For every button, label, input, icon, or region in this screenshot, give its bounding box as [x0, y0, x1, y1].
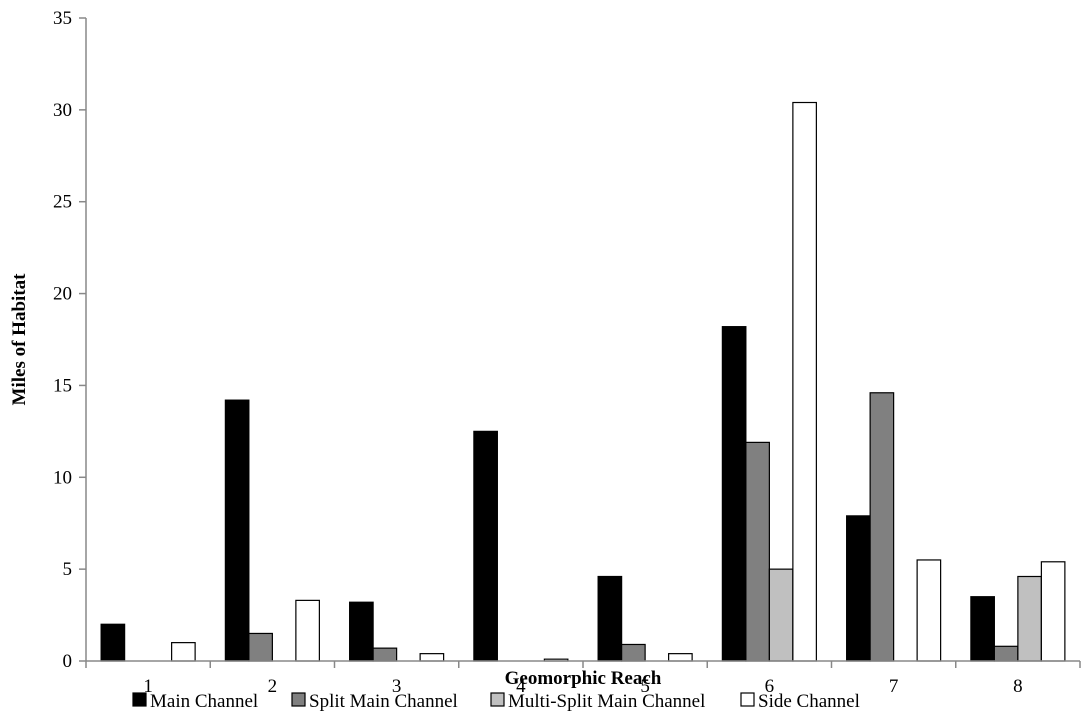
bar	[668, 653, 693, 662]
legend-swatch	[291, 692, 306, 707]
x-tick-label: 3	[392, 676, 402, 697]
bar	[869, 392, 895, 662]
series-side-channel	[171, 101, 1066, 662]
bar	[295, 599, 320, 662]
bar	[993, 645, 1019, 662]
bar	[970, 596, 995, 662]
legend-label: Main Channel	[150, 691, 258, 712]
bar	[473, 430, 498, 662]
bars	[100, 101, 1066, 662]
bar	[349, 601, 374, 662]
series-main-channel	[100, 326, 995, 662]
legend-swatch	[740, 692, 755, 707]
legend-swatch	[490, 692, 505, 707]
x-tick-label: 6	[765, 676, 775, 697]
y-tick-label: 25	[53, 192, 72, 213]
legend-item: Multi-Split Main Channel	[490, 691, 705, 712]
x-tick-label: 7	[889, 676, 899, 697]
y-axis-title: Miles of Habitat	[9, 273, 30, 406]
bar	[621, 643, 646, 662]
bar	[597, 575, 623, 662]
bar	[171, 642, 196, 662]
bar	[721, 326, 747, 662]
bar	[916, 559, 942, 662]
y-tick-label: 10	[53, 467, 72, 488]
legend-label: Split Main Channel	[309, 691, 458, 712]
legend-label: Multi-Split Main Channel	[508, 691, 705, 712]
bar	[419, 653, 445, 662]
bar	[372, 647, 398, 662]
x-tick-label: 4	[516, 676, 526, 697]
bar	[792, 101, 817, 662]
legend-label: Side Channel	[758, 691, 860, 712]
bar	[224, 399, 250, 662]
x-axis-ticks: 1 2 3 4 5 6 7 8	[85, 661, 1081, 697]
bar	[846, 515, 871, 662]
bar	[100, 623, 126, 662]
x-axis-title: Geomorphic Reach	[505, 668, 662, 689]
x-tick-label: 8	[1013, 676, 1023, 697]
y-tick-label: 30	[53, 100, 72, 121]
x-tick-label: 1	[143, 676, 153, 697]
y-tick-label: 15	[53, 375, 72, 396]
bar	[745, 441, 770, 662]
bar	[248, 632, 273, 662]
y-tick-label: 0	[63, 651, 73, 672]
legend-item: Side Channel	[740, 691, 860, 712]
x-tick-label: 5	[640, 676, 650, 697]
y-tick-label: 20	[53, 284, 72, 305]
bar	[1040, 561, 1066, 662]
y-tick-label: 35	[53, 8, 72, 29]
legend-swatch	[132, 692, 147, 707]
legend-item: Main Channel	[132, 691, 258, 712]
x-tick-label: 2	[268, 676, 278, 697]
bar	[768, 568, 794, 662]
legend: Main Channel Split Main Channel Multi-Spli…	[132, 691, 860, 712]
legend-item: Split Main Channel	[291, 691, 458, 712]
bar	[1017, 575, 1042, 662]
y-axis-ticks: 0 5 10 15 20 25 30 35	[53, 8, 86, 672]
y-tick-label: 5	[63, 559, 73, 580]
